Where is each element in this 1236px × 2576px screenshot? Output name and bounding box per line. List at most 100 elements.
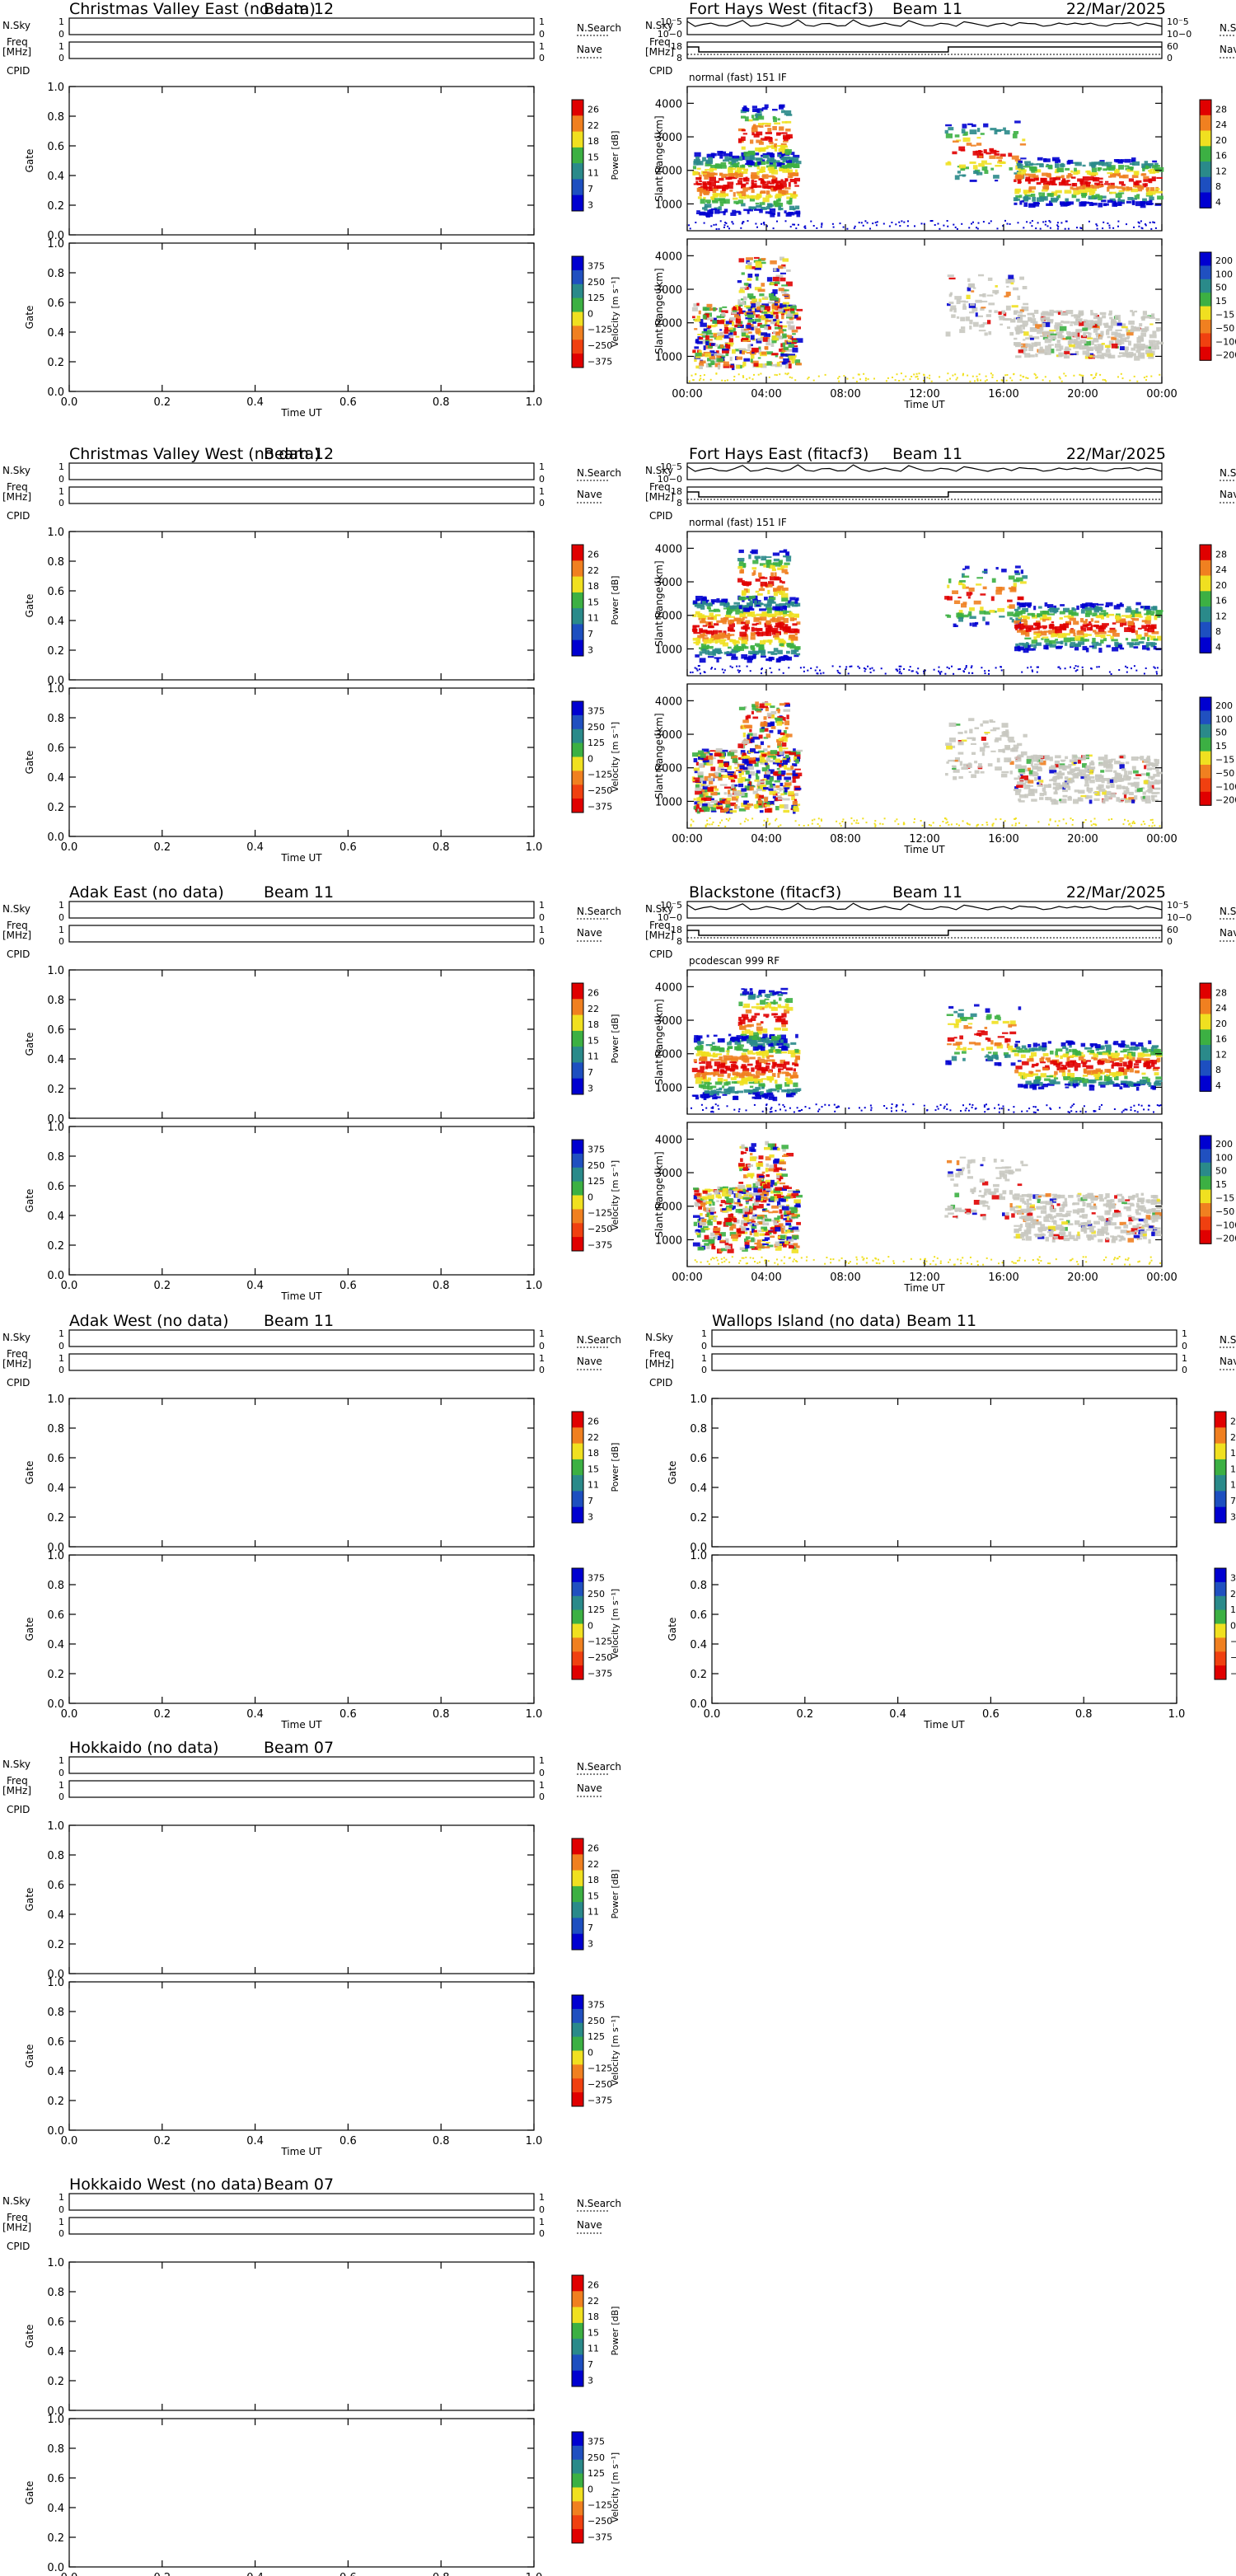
y-tick-label: 1.0	[47, 527, 64, 539]
vel-echo-cell	[1042, 330, 1051, 335]
pow-echo-cell	[1074, 162, 1082, 166]
pow-ground-scatter-cell	[736, 665, 738, 667]
vel-echo-cell	[766, 800, 775, 805]
pow-echo-cell	[957, 171, 961, 174]
vel-echo-cell	[1000, 735, 1008, 738]
vel-echo-cell	[744, 761, 751, 765]
vel-echo-cell	[781, 325, 788, 328]
pow-echo-cell	[969, 162, 976, 164]
pow-echo-cell	[752, 653, 756, 658]
vel-echo-cell	[738, 706, 746, 710]
vel-echo-cell	[795, 803, 801, 806]
pow-echo-cell	[1015, 611, 1023, 616]
vel-echo-cell	[1068, 348, 1072, 351]
pow-echo-cell	[991, 578, 996, 583]
vel-echo-cell	[754, 274, 760, 277]
pow-echo-cell	[1136, 194, 1140, 196]
vel-echo-cell	[1018, 311, 1023, 314]
pow-echo-cell	[781, 588, 789, 591]
vel-echo-cell	[1027, 767, 1031, 771]
vel-echo-cell	[981, 752, 985, 756]
pow-ground-scatter-cell	[766, 225, 768, 227]
vel-echo-cell	[1099, 311, 1107, 315]
pow-echo-cell	[947, 584, 950, 588]
vel-echo-cell	[709, 354, 714, 357]
vel-echo-cell	[694, 328, 698, 330]
pow-echo-cell	[784, 632, 789, 635]
y-tick-label: 3000	[655, 132, 682, 144]
pow-echo-cell	[1014, 578, 1018, 581]
pow-echo-cell	[1145, 187, 1150, 192]
pow-ground-scatter-cell	[742, 221, 745, 223]
vel-ground-scatter-cell	[812, 379, 815, 382]
vel-echo-cell	[710, 791, 718, 796]
pow-echo-cell	[1073, 171, 1079, 176]
pow-echo-cell	[1008, 152, 1013, 157]
vel-echo-cell	[760, 721, 768, 727]
pow-echo-cell	[1015, 643, 1019, 649]
vel-echo-cell	[1069, 759, 1077, 763]
vel-echo-cell	[1111, 319, 1114, 324]
vel-echo-cell	[743, 705, 747, 709]
pow-echo-cell	[958, 164, 966, 169]
vel-ground-scatter-cell	[1133, 375, 1135, 377]
vel-echo-cell	[1128, 351, 1134, 357]
vel-ground-scatter-cell	[709, 823, 711, 826]
pow-echo-cell	[1027, 625, 1034, 629]
vel-echo-cell	[731, 755, 738, 759]
pow-echo-cell	[784, 165, 789, 167]
pow-ground-scatter-cell	[794, 223, 795, 226]
vel-echo-cell	[739, 765, 745, 769]
mhz-label: [MHz]	[645, 491, 674, 503]
vel-ground-scatter-cell	[1004, 374, 1007, 377]
pow-echo-cell	[981, 160, 987, 164]
vel-echo-cell	[794, 772, 803, 776]
pow-echo-cell	[750, 139, 754, 144]
vel-echo-cell	[709, 325, 716, 328]
vel-echo-cell	[1103, 778, 1111, 781]
pow-echo-cell	[718, 177, 724, 181]
pow-echo-cell	[1117, 159, 1123, 164]
pow-echo-cell	[1017, 645, 1020, 651]
pow-echo-cell	[1022, 623, 1026, 628]
vel-ground-scatter-cell	[1018, 822, 1020, 824]
y-tick-label: 2000	[655, 611, 682, 623]
pow-echo-cell	[1067, 173, 1071, 177]
vel-echo-cell	[1084, 784, 1089, 787]
vel-echo-cell	[782, 342, 786, 348]
vel-echo-cell	[757, 357, 761, 359]
pow-echo-cell	[952, 151, 957, 155]
vel-echo-cell	[718, 355, 726, 358]
vel-echo-cell	[714, 363, 721, 368]
vel-echo-cell	[948, 277, 956, 280]
vel-echo-cell	[948, 293, 952, 297]
vel-echo-cell	[1016, 785, 1023, 788]
pow-echo-cell	[1036, 633, 1041, 639]
pow-echo-cell	[790, 649, 797, 655]
pow-ground-scatter-cell	[1107, 222, 1109, 224]
pow-echo-cell	[995, 567, 999, 570]
vel-echo-cell	[1003, 312, 1007, 316]
pow-echo-cell	[944, 129, 948, 134]
vel-echo-cell	[761, 311, 768, 314]
vel-echo-cell	[978, 330, 986, 332]
vel-echo-cell	[1149, 334, 1157, 339]
pow-echo-cell	[1142, 644, 1148, 650]
pow-echo-cell	[750, 645, 754, 649]
pow-echo-cell	[719, 639, 727, 642]
pow-echo-cell	[793, 154, 800, 158]
vel-echo-cell	[751, 347, 759, 353]
pow-echo-cell	[756, 645, 760, 648]
vel-echo-cell	[948, 759, 955, 762]
vel-echo-cell	[1023, 339, 1026, 341]
pow-echo-cell	[1034, 170, 1042, 173]
pow-ground-scatter-cell	[1026, 221, 1028, 223]
vel-echo-cell	[751, 360, 759, 364]
pow-echo-cell	[1086, 634, 1092, 636]
vel-ground-scatter-cell	[1095, 372, 1098, 375]
pow-echo-cell	[989, 155, 996, 159]
vel-echo-cell	[983, 743, 987, 747]
vel-echo-cell	[716, 806, 723, 809]
pow-echo-cell	[700, 605, 705, 610]
pow-echo-cell	[747, 603, 753, 607]
